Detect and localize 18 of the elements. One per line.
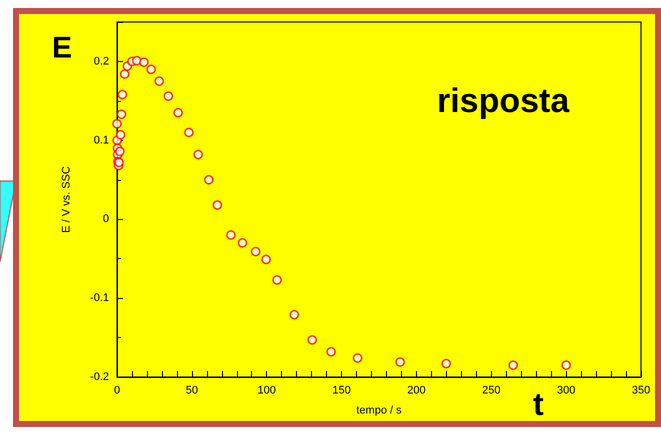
y-tick-label: -0.2	[90, 371, 109, 383]
y-tick-label: 0.1	[94, 134, 109, 146]
x-tick-label: 100	[258, 384, 276, 396]
x-tick-label: 350	[632, 384, 650, 396]
x-tick-label: 250	[482, 384, 500, 396]
x-tick-label: 300	[556, 384, 576, 396]
x-tick-label: 150	[332, 384, 351, 396]
x-tick-label: 0	[114, 384, 120, 396]
x-tick-label: 50	[186, 384, 198, 396]
x-axis-title: tempo / s	[356, 404, 402, 416]
annotation: risposta	[437, 82, 570, 120]
y-tick-label: -0.1	[90, 292, 109, 304]
y-axis-title: E / V vs. SSC	[60, 166, 72, 233]
y-tick-label: 0	[102, 213, 109, 226]
y-tick-label: 0.2	[94, 55, 109, 68]
text: t	[533, 386, 544, 422]
text: E	[52, 32, 72, 64]
x-tick-label: 200	[407, 384, 426, 396]
